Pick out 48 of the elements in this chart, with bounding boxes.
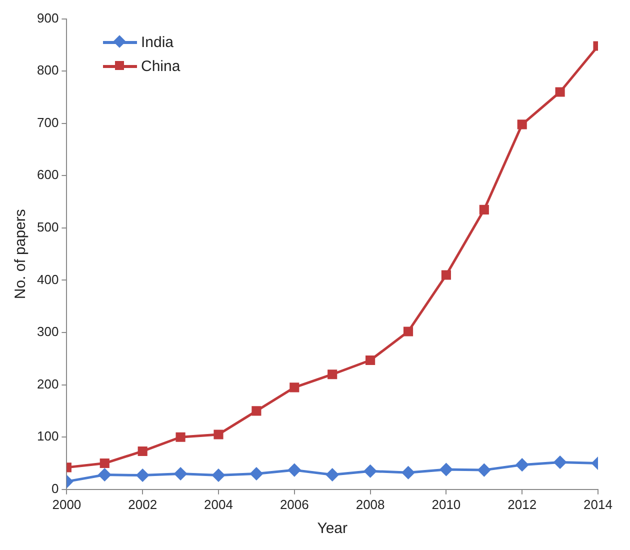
point xyxy=(517,120,527,130)
y-tick-label: 500 xyxy=(36,220,59,235)
point xyxy=(290,382,300,392)
point xyxy=(555,87,565,97)
x-axis-title: Year xyxy=(317,520,348,538)
y-tick-label: 400 xyxy=(36,272,59,287)
point xyxy=(479,204,489,214)
y-tick-label: 0 xyxy=(51,480,59,496)
point xyxy=(403,326,414,336)
y-tick-label: 200 xyxy=(36,376,59,392)
point xyxy=(326,468,339,482)
x-tick-label: 2010 xyxy=(432,496,461,512)
y-axis-title: No. of papers xyxy=(12,209,30,300)
y-tick-label: 900 xyxy=(36,10,59,26)
point xyxy=(478,464,490,476)
point xyxy=(441,270,451,280)
point xyxy=(174,467,187,480)
point xyxy=(212,469,225,482)
x-tick-label: 2002 xyxy=(128,496,158,512)
x-tick-label: 2004 xyxy=(204,496,233,512)
point xyxy=(98,468,111,482)
y-tick-label: 800 xyxy=(36,62,59,78)
point xyxy=(366,355,376,366)
x-tick-label: 2014 xyxy=(584,496,612,512)
x-tick-label: 2000 xyxy=(52,496,82,512)
point xyxy=(440,463,452,476)
legend-label: China xyxy=(141,58,180,74)
y-tick-label: 300 xyxy=(36,324,59,340)
point xyxy=(250,467,263,480)
x-tick-label: 2012 xyxy=(508,496,537,512)
point xyxy=(554,456,566,468)
point xyxy=(288,464,301,476)
point xyxy=(364,464,377,478)
point xyxy=(100,458,110,468)
point xyxy=(516,458,528,472)
point xyxy=(176,432,186,442)
y-tick-label: 100 xyxy=(36,428,59,444)
x-tick-label: 2006 xyxy=(280,496,309,512)
legend-label: India xyxy=(141,34,174,50)
point xyxy=(214,430,224,440)
point xyxy=(136,469,149,482)
point xyxy=(138,446,148,456)
point xyxy=(402,466,414,479)
point xyxy=(328,370,338,380)
y-tick-label: 700 xyxy=(36,114,59,130)
x-tick-label: 2008 xyxy=(356,496,385,512)
y-tick-label: 600 xyxy=(36,167,59,182)
point xyxy=(252,406,262,416)
